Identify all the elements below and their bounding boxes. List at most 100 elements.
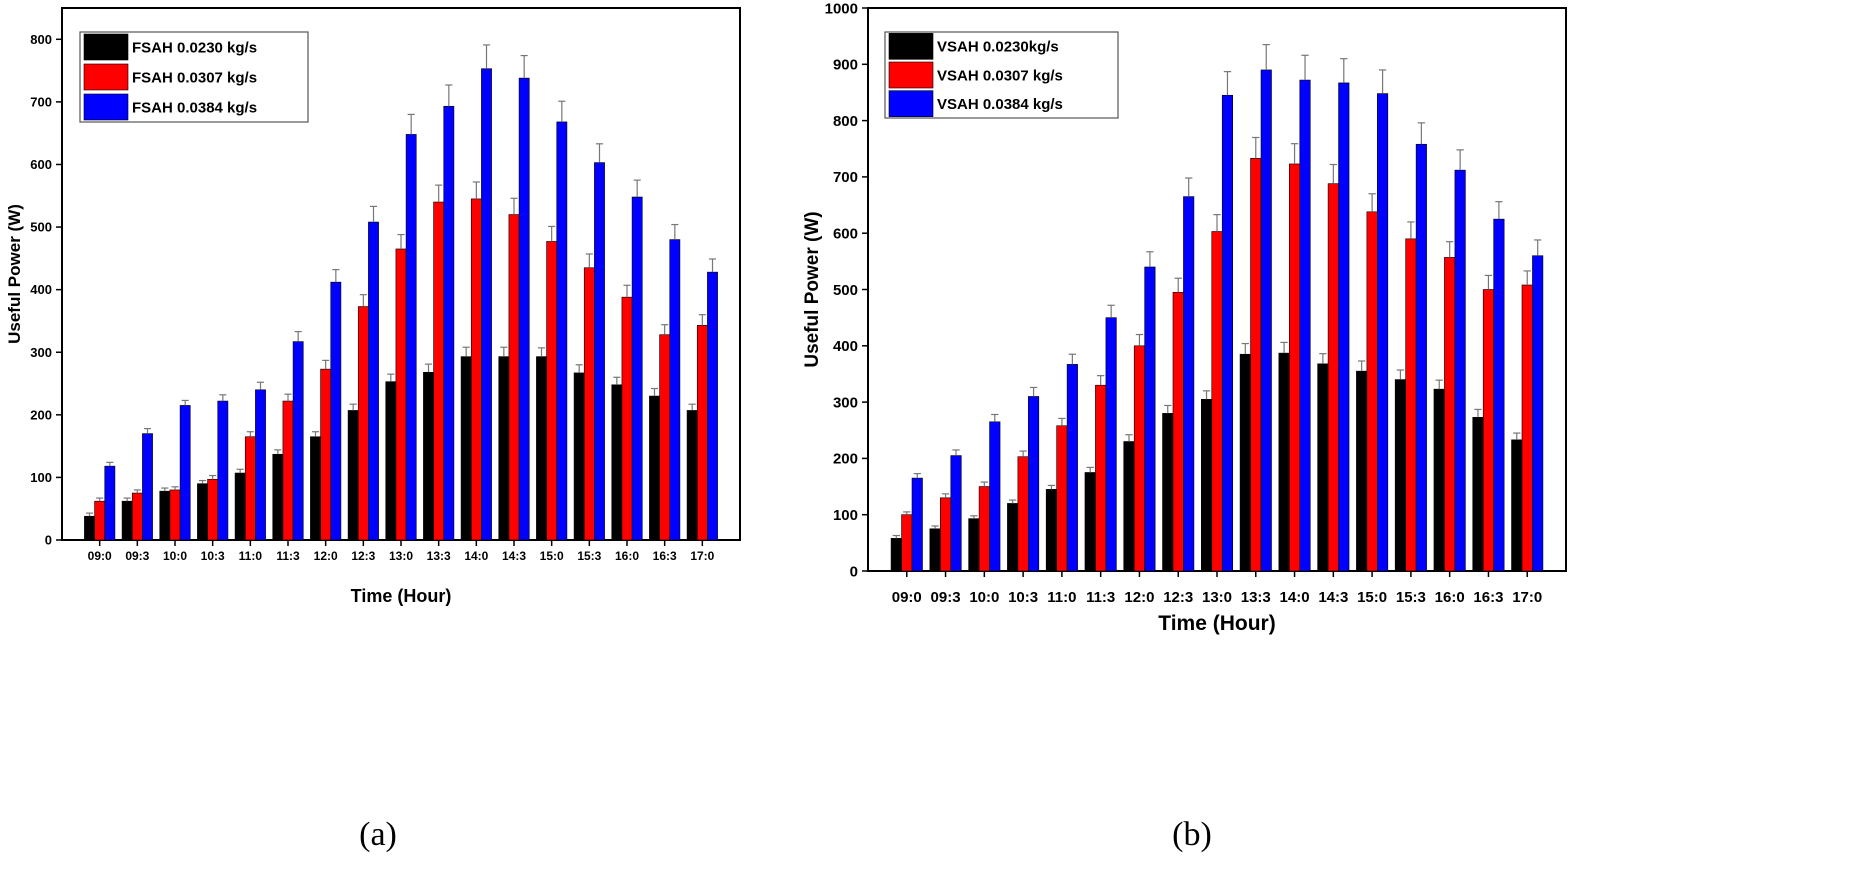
bar (1289, 163, 1301, 572)
bar (1317, 363, 1329, 572)
x-tick-label: 11:3 (276, 549, 300, 563)
y-tick-label: 0 (45, 533, 52, 548)
bar (546, 241, 558, 541)
x-tick-label: 17:0 (690, 549, 714, 563)
x-tick-label: 10:0 (969, 589, 999, 606)
bar (1183, 196, 1195, 572)
y-tick-label: 700 (833, 169, 858, 186)
y-tick-label: 100 (30, 470, 52, 485)
legend: VSAH 0.0230kg/s VSAH 0.0307 kg/s VSAH 0.03… (884, 31, 1119, 119)
bar (272, 453, 284, 541)
bar (707, 271, 718, 541)
bar (518, 77, 530, 541)
series-3 (104, 44, 718, 541)
bar (594, 162, 605, 541)
bar (357, 306, 369, 541)
bar (1405, 238, 1417, 572)
bar (1144, 266, 1156, 572)
bar (282, 400, 294, 541)
y-tick-label: 200 (833, 451, 858, 468)
bar (169, 489, 181, 541)
x-tick-label: 09:0 (892, 589, 922, 606)
x-tick-label: 10:0 (163, 549, 187, 563)
bar (347, 410, 359, 541)
caption-a: (a) (359, 816, 397, 853)
x-tick-label: 13:3 (1241, 589, 1271, 606)
x-tick-label: 17:0 (1512, 589, 1542, 606)
bar (498, 356, 510, 541)
bar (1433, 388, 1445, 572)
x-axis-title: Time (Hour) (351, 586, 452, 606)
bar (1095, 384, 1107, 572)
bar (433, 201, 445, 541)
bar (1017, 456, 1029, 572)
bar (1493, 218, 1505, 572)
bar (217, 400, 229, 541)
bar (631, 196, 643, 541)
x-tick-label: 11:3 (1086, 589, 1115, 606)
bar (255, 389, 266, 541)
x-tick-label: 15:3 (577, 549, 601, 563)
legend-swatch (888, 61, 934, 89)
legend-label: FSAH 0.0307 kg/s (132, 69, 257, 86)
bar (1482, 289, 1494, 572)
series-2 (94, 181, 708, 541)
bar (659, 334, 671, 541)
x-axis-title: Time (Hour) (1158, 612, 1275, 635)
bar (1454, 169, 1466, 572)
y-tick-label: 600 (30, 157, 52, 172)
bar (1278, 352, 1290, 572)
bar (1045, 489, 1057, 572)
x-tick-label: 10:3 (1008, 589, 1038, 606)
x-tick-label: 09:3 (931, 589, 961, 606)
legend-swatch (83, 93, 129, 121)
bar (1172, 292, 1184, 572)
legend: FSAH 0.0230 kg/s FSAH 0.0307 kg/s FSAH 0.0… (79, 31, 309, 123)
bar (84, 515, 95, 541)
bar (385, 381, 397, 541)
y-tick-label: 800 (30, 32, 52, 47)
bar (368, 221, 379, 541)
bar (481, 68, 492, 541)
caption-b: (b) (1172, 816, 1212, 853)
bar (1394, 379, 1406, 572)
x-tick-label: 09:0 (88, 549, 112, 563)
x-tick-label: 14:0 (464, 549, 488, 563)
y-tick-label: 100 (833, 507, 858, 524)
bar (1472, 417, 1484, 572)
bar (1007, 503, 1019, 572)
y-tick-label: 400 (833, 338, 858, 355)
bar (292, 341, 304, 541)
x-tick-label: 15:0 (1357, 589, 1387, 606)
y-tick-label: 800 (833, 113, 858, 130)
bar (159, 490, 171, 541)
bar (1327, 183, 1339, 572)
bar (320, 368, 332, 541)
bar (686, 410, 698, 541)
bar (443, 105, 455, 541)
x-tick-label: 13:3 (427, 549, 451, 563)
legend-label: FSAH 0.0230 kg/s (132, 39, 257, 56)
x-tick-label: 13:0 (389, 549, 413, 563)
bar (1250, 158, 1262, 572)
bar (978, 486, 990, 572)
bar (1299, 79, 1311, 572)
x-tick-label: 11:0 (1047, 589, 1076, 606)
y-axis-title: Useful Power (W) (5, 204, 24, 344)
x-tick-label: 15:3 (1396, 589, 1426, 606)
x-tick-label: 16:0 (615, 549, 639, 563)
x-tick-label: 15:0 (540, 549, 564, 563)
legend-swatch (888, 33, 934, 60)
bar (142, 433, 153, 541)
bar (460, 356, 472, 541)
y-tick-label: 400 (30, 282, 52, 297)
series-3 (911, 43, 1544, 572)
bar (583, 267, 595, 541)
y-tick-label: 200 (30, 407, 52, 422)
bar (1123, 441, 1135, 572)
bar (989, 421, 1001, 572)
legend-swatch (888, 90, 934, 117)
bar (611, 384, 623, 541)
bar (234, 472, 246, 541)
bar (573, 372, 585, 541)
